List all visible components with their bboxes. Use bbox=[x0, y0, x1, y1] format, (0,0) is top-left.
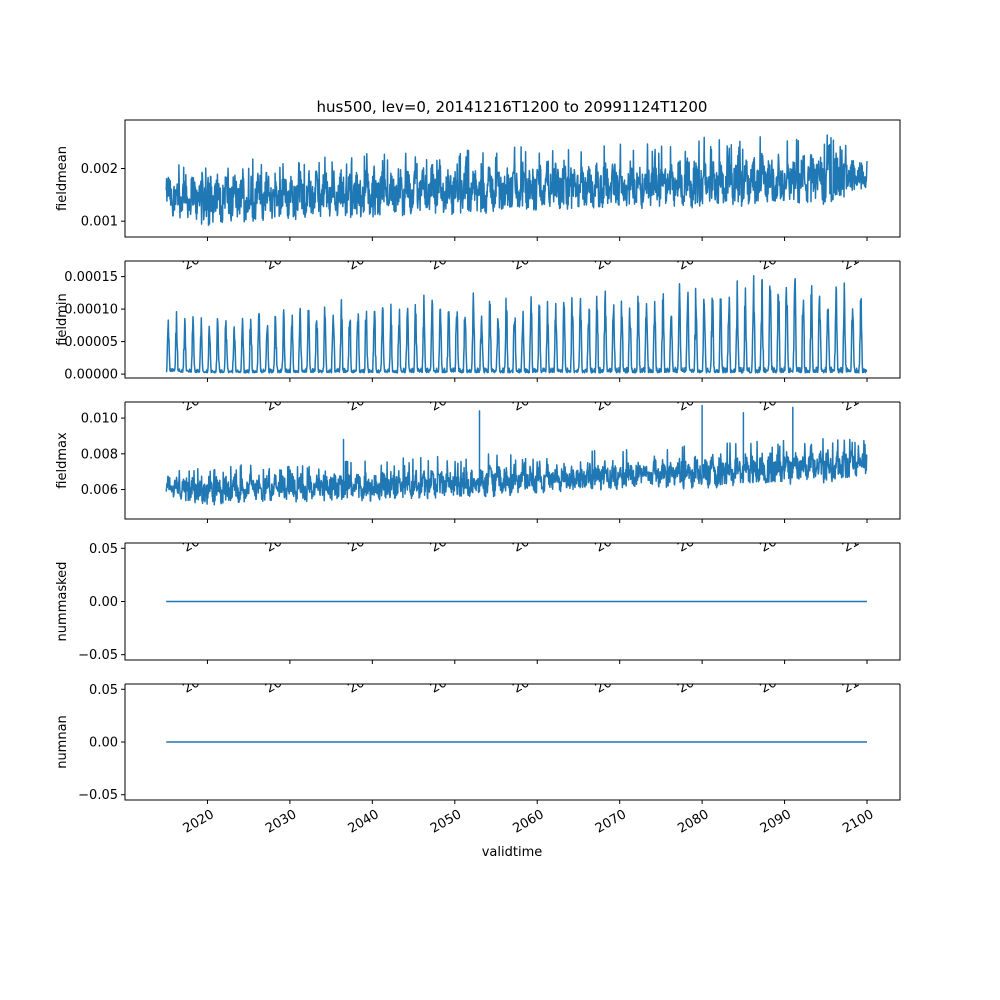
x-tick-label: 2070 bbox=[593, 807, 629, 837]
y-tick-label: 0.00015 bbox=[64, 270, 118, 285]
y-tick-label: 0.008 bbox=[81, 447, 118, 462]
overlap-mask bbox=[123, 386, 928, 402]
series-line-fieldmean bbox=[165, 134, 868, 226]
y-axis-label: nummasked bbox=[55, 562, 70, 642]
subplots: 0.001 0.002 2020 2030 2040 2050 2060 2070 2080 20… bbox=[55, 119, 928, 837]
y-tick-label: −0.05 bbox=[78, 648, 118, 663]
y-tick-label: 0.006 bbox=[81, 483, 118, 498]
figure-title: hus500, lev=0, 20141216T1200 to 20991124… bbox=[317, 98, 708, 116]
y-tick-label: 0.002 bbox=[81, 162, 118, 177]
y-axis-label: fieldmean bbox=[55, 146, 70, 211]
x-axis-label: validtime bbox=[482, 845, 543, 860]
y-tick-label: 0.00000 bbox=[64, 368, 118, 383]
x-tick-label: 2020 bbox=[181, 807, 217, 837]
y-tick-label: 0.00 bbox=[89, 595, 118, 610]
y-tick-label: −0.05 bbox=[78, 788, 118, 803]
subplot-numnan: −0.05 0.00 0.05 2020 2030 2040 2050 2060 2070 208… bbox=[55, 683, 901, 837]
y-tick-label: 0.00 bbox=[89, 736, 118, 751]
series-line-fieldmin bbox=[165, 275, 868, 374]
x-tick-label: 2090 bbox=[758, 807, 794, 837]
overlap-mask bbox=[123, 245, 928, 261]
x-tick-label: 2080 bbox=[675, 807, 711, 837]
y-tick-label: 0.05 bbox=[89, 683, 118, 698]
series-line-fieldmax bbox=[165, 404, 868, 506]
y-axis-label: fieldmax bbox=[55, 432, 70, 489]
overlap-mask bbox=[123, 527, 928, 543]
y-tick-label: 0.00010 bbox=[64, 303, 118, 318]
y-tick-label: 0.05 bbox=[89, 542, 118, 557]
y-tick-label: 0.00005 bbox=[64, 335, 118, 350]
x-tick-label: 2030 bbox=[263, 807, 299, 837]
y-tick-label: 0.010 bbox=[81, 412, 118, 427]
y-axis-label: numnan bbox=[55, 715, 70, 769]
x-tick-label: 2040 bbox=[346, 807, 382, 837]
x-tick-label: 2060 bbox=[510, 807, 546, 837]
y-tick-label: 0.001 bbox=[81, 215, 118, 230]
axes-frame bbox=[124, 119, 901, 238]
x-tick-label: 2050 bbox=[428, 807, 464, 837]
x-tick-label: 2100 bbox=[840, 807, 876, 837]
y-axis-label: fieldmin bbox=[55, 293, 70, 346]
overlap-mask bbox=[123, 668, 928, 684]
